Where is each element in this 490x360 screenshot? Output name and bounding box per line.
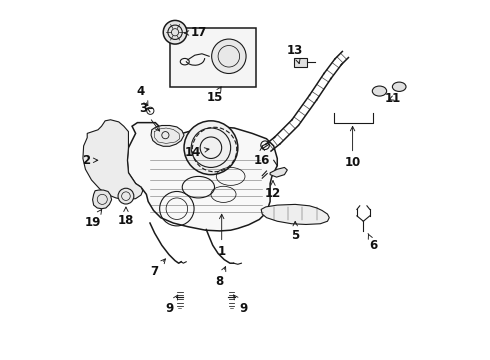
Circle shape <box>184 121 238 175</box>
Ellipse shape <box>392 82 406 91</box>
Text: 18: 18 <box>118 207 134 227</box>
Text: 11: 11 <box>385 92 401 105</box>
Text: 3: 3 <box>139 102 160 131</box>
Text: 13: 13 <box>287 44 303 64</box>
Text: 5: 5 <box>291 221 299 242</box>
Polygon shape <box>127 123 277 231</box>
Ellipse shape <box>372 86 387 96</box>
Bar <box>294 58 307 67</box>
Text: 6: 6 <box>368 233 377 252</box>
Text: 8: 8 <box>215 267 226 288</box>
Text: 7: 7 <box>150 259 166 278</box>
Text: 17: 17 <box>184 27 207 40</box>
Circle shape <box>163 21 187 44</box>
Polygon shape <box>83 120 143 200</box>
Text: 4: 4 <box>136 85 148 105</box>
Polygon shape <box>93 190 112 209</box>
Text: 14: 14 <box>185 145 209 158</box>
Text: 10: 10 <box>344 126 361 169</box>
Text: 12: 12 <box>265 181 281 200</box>
Text: 15: 15 <box>206 87 223 104</box>
Text: 1: 1 <box>218 214 226 258</box>
Text: 2: 2 <box>82 154 98 167</box>
Polygon shape <box>261 204 329 225</box>
Text: 19: 19 <box>84 210 102 229</box>
Text: 16: 16 <box>254 146 270 167</box>
Polygon shape <box>270 167 287 177</box>
Text: 9: 9 <box>234 295 247 315</box>
Bar <box>170 28 256 87</box>
Text: 9: 9 <box>166 295 178 315</box>
Polygon shape <box>151 126 184 146</box>
Circle shape <box>212 39 246 73</box>
Circle shape <box>118 188 134 204</box>
